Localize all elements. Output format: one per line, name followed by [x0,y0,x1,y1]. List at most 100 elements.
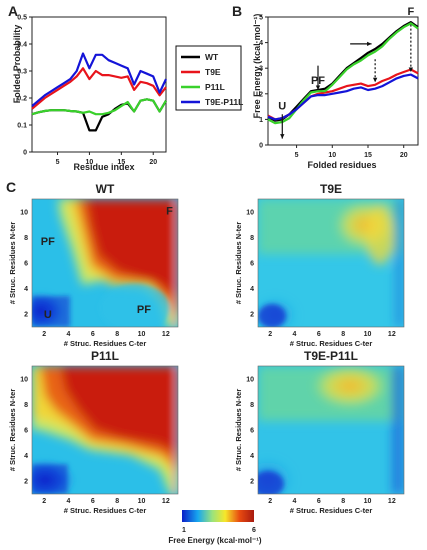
heatmap-wt-state-label-pf: PF [137,304,151,316]
chart-b-ylabel: Free Energy (kcal·mol⁻¹) [252,14,262,119]
heatmap-p11l-ytick: 6 [24,428,28,435]
colorbar-max-label: 6 [252,527,256,534]
legend-label-t9e-p11l: T9E-P11L [205,97,243,107]
heatmap-t9e-ytick: 8 [250,235,254,242]
chart-a-legend: WT T9E P11L T9E-P11L [175,45,243,111]
legend-label-t9e: T9E [205,67,221,77]
heatmap-t9e-xtick: 8 [341,331,345,338]
chart-b-xtick-label: 10 [328,152,336,159]
heatmap-t9e-xtick: 12 [388,331,396,338]
legend-label-p11l: P11L [205,82,225,92]
chart-a-ytick-label: 0.2 [17,96,27,103]
chart-b-ytick-label: 1 [259,117,263,124]
chart-a-series-t9e [31,67,167,110]
heatmap-wt-xtick: 8 [115,331,119,338]
heatmap-t9e-p11l-ylabel: # Struc. Residues N-ter [234,389,243,472]
heatmap-t9e-field [258,199,404,327]
legend-box [175,45,242,111]
heatmap-t9e-p11l-ytick: 8 [250,402,254,409]
heatmap-t9e-xtick: 10 [364,331,372,338]
heatmap-p11l-ytick: 10 [20,376,28,383]
panel-label-c: C [6,179,16,195]
chart-a-xtick-label: 5 [56,159,60,166]
heatmap-t9e-ytick: 10 [246,209,254,216]
chart-a-xtick-label: 15 [117,159,125,166]
chart-a-series-t9e-p11l [31,52,167,107]
heatmap-p11l-xtick: 2 [42,498,46,505]
heatmap-t9e-xlabel: # Struc. Residues C-ter [290,339,373,348]
heatmap-t9e-p11l-frame [257,365,405,495]
colorbar-label: Free Energy (kcal·mol⁻¹) [168,536,261,545]
chart-a-ytick-label: 0.3 [17,69,27,76]
panel-label-a: A [8,3,18,19]
heatmap-p11l-frame [31,365,179,495]
colorbar: 1 6 Free Energy (kcal·mol⁻¹) [168,510,262,545]
chart-b-ytick-label: 5 [259,15,263,22]
chart-a-ytick-label: 0.4 [17,42,27,49]
chart-a-ytick-label: 0.1 [17,123,27,130]
heatmap-t9e-p11l-xtick: 4 [293,498,297,505]
heatmap-t9e-ytick: 2 [250,312,254,319]
heatmap-t9e-p11l-ytick: 10 [246,376,254,383]
heatmap-wt-frame [31,198,179,328]
chart-b-xtick-label: 20 [400,152,408,159]
heatmap-t9e-frame [257,198,405,328]
heatmap-t9e-ytick: 6 [250,261,254,268]
panel-label-b: B [232,3,242,19]
chart-a-ylabel: Folded Probability [12,25,22,104]
chart-b-annotation-f: F [407,6,414,18]
heatmap-wt-title: WT [96,182,115,196]
heatmap-t9e-xtick: 2 [268,331,272,338]
heatmap-p11l-xlabel: # Struc. Residues C-ter [64,506,147,515]
chart-b-plot-frame [267,16,419,146]
heatmap-t9e-p11l-title: T9E-P11L [304,349,358,363]
chart-b-xtick-label: 15 [364,152,372,159]
heatmap-t9e-p11l-field [258,366,404,494]
chart-b-ytick-label: 0 [259,143,263,150]
folded-probability-chart: 5 10 15 20 0 0.1 0.2 0.3 0.4 0.5 Residue index Fo… [12,15,167,172]
heatmap-wt-ylabel: # Struc. Residues N-ter [8,222,17,305]
heatmap-t9e-p11l-ytick: 6 [250,428,254,435]
heatmap-wt-ytick: 6 [24,261,28,268]
heatmap-t9e-xtick: 4 [293,331,297,338]
chart-b-ytick-label: 4 [259,40,263,47]
chart-b-series-wt [267,21,419,122]
heatmap-p11l-ytick: 4 [24,453,28,460]
chart-b-xlabel: Folded residues [307,160,376,170]
heatmap-p11l-ytick: 8 [24,402,28,409]
heatmap-wt-xtick: 4 [67,331,71,338]
heatmap-t9e-title: T9E [320,182,342,196]
chart-b-ytick-label: 3 [259,66,263,73]
chart-a-ytick-label: 0 [23,150,27,157]
heatmap-wt-ytick: 8 [24,235,28,242]
heatmap-t9e-ytick: 4 [250,286,254,293]
colorbar-min-label: 1 [182,527,186,534]
chart-a-ytick-label: 0.5 [17,15,27,22]
arrow-pf-down-head [315,85,321,90]
legend-label-wt: WT [205,52,219,62]
heatmap-wt-state-label-f: F [166,206,173,218]
heatmap-t9e-xtick: 6 [317,331,321,338]
heatmap-p11l-title: P11L [91,349,119,363]
heatmap-p11l-ytick: 2 [24,479,28,486]
heatmap-t9e-p11l-xtick: 2 [268,498,272,505]
heatmap-p11l-xtick: 10 [138,498,146,505]
heatmap-p11l-ylabel: # Struc. Residues N-ter [8,389,17,472]
chart-b-xtick-label: 5 [295,152,299,159]
heatmap-wt-state-label-u: U [44,309,52,321]
heatmap-wt-xtick: 6 [91,331,95,338]
heatmap-p11l-field [32,366,178,494]
heatmap-p11l-xtick: 12 [162,498,170,505]
heatmap-wt-xtick: 12 [162,331,170,338]
arrow-dashed-21-head [408,67,414,73]
heatmap-wt-ytick: 10 [20,209,28,216]
chart-a-xtick-label: 10 [86,159,94,166]
heatmap-t9e-p11l-xlabel: # Struc. Residues C-ter [290,506,373,515]
heatmap-t9e-p11l-xtick: 6 [317,498,321,505]
chart-b-series-p11l [267,22,419,125]
heatmap-wt-field [32,199,178,327]
heatmap-t9e-p11l-xtick: 12 [388,498,396,505]
chart-a-xtick-label: 20 [149,159,157,166]
